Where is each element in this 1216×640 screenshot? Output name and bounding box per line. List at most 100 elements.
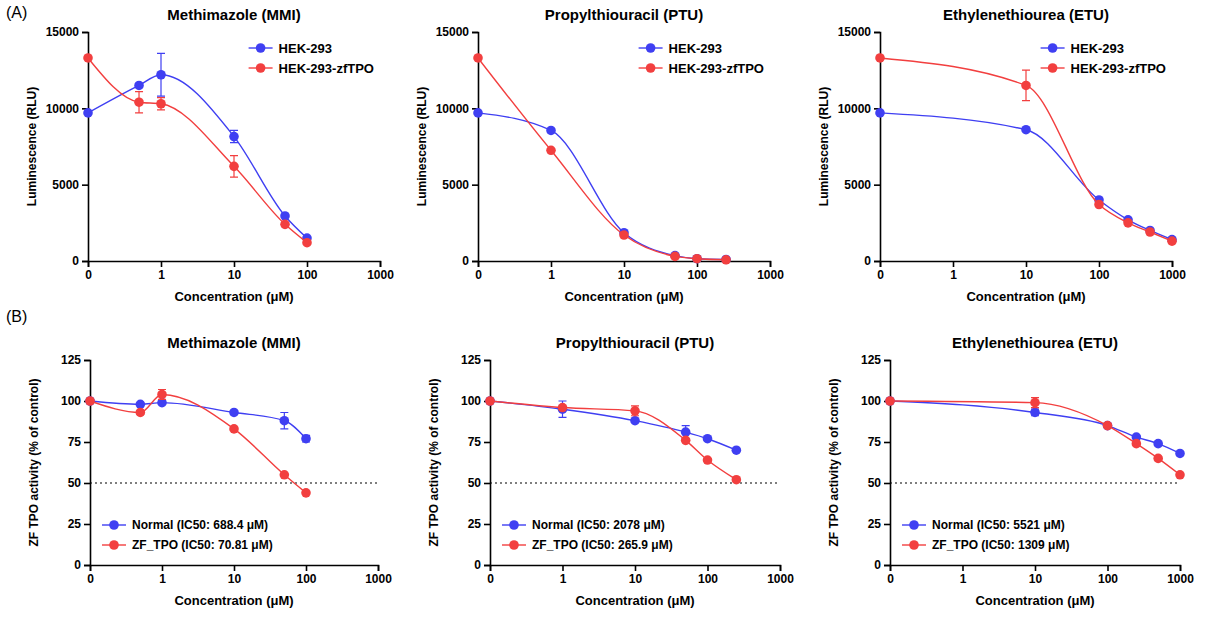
chart-title: Ethylenethiourea (ETU) bbox=[952, 334, 1118, 351]
y-tick-mark bbox=[84, 565, 90, 567]
y-tick: 0 bbox=[474, 558, 490, 572]
x-tick-mark bbox=[161, 261, 163, 267]
y-tick-mark bbox=[484, 483, 490, 485]
x-tick-label: 1000 bbox=[1167, 572, 1194, 586]
x-tick: 10 bbox=[228, 565, 242, 586]
x-tick-mark bbox=[707, 565, 709, 571]
legend-item: HEK-293-zfTPO bbox=[249, 61, 374, 76]
data-point bbox=[1175, 470, 1185, 480]
x-axis: 01101001000 bbox=[475, 261, 784, 282]
y-tick-mark bbox=[884, 483, 890, 485]
error-bar bbox=[230, 156, 238, 177]
y-tick: 5000 bbox=[844, 178, 880, 192]
legend-item: HEK-293-zfTPO bbox=[1041, 61, 1166, 76]
y-axis-title: Luminescence (RLU) bbox=[817, 87, 831, 206]
x-tick: 1 bbox=[950, 261, 957, 282]
x-tick-mark bbox=[551, 261, 553, 267]
y-tick-label: 5000 bbox=[52, 178, 79, 192]
data-point bbox=[875, 53, 885, 63]
y-tick-mark bbox=[884, 442, 890, 444]
y-axis-title: Luminescence (RLU) bbox=[25, 87, 39, 206]
x-tick: 1000 bbox=[365, 565, 392, 586]
x-axis: 01101001000 bbox=[85, 261, 394, 282]
data-point bbox=[280, 470, 290, 480]
y-axis-title: ZF TPO activity (% of control) bbox=[827, 378, 841, 546]
y-tick: 10000 bbox=[46, 102, 88, 116]
legend-label: HEK-293-zfTPO bbox=[669, 61, 764, 76]
error-bar bbox=[559, 401, 567, 417]
x-tick: 0 bbox=[87, 565, 94, 586]
legend-label: ZF_TPO (IC50: 70.81 μM) bbox=[132, 538, 273, 552]
y-tick: 50 bbox=[68, 476, 90, 490]
data-point bbox=[885, 396, 895, 406]
y-tick: 15000 bbox=[838, 25, 880, 39]
y-tick: 25 bbox=[868, 517, 890, 531]
legend-label: ZF_TPO (IC50: 1309 μM) bbox=[932, 538, 1069, 552]
data-point bbox=[280, 211, 290, 221]
legend-label: HEK-293 bbox=[279, 41, 332, 56]
y-tick-mark bbox=[82, 32, 88, 34]
x-tick-label: 100 bbox=[1098, 572, 1118, 586]
y-tick: 125 bbox=[61, 353, 90, 367]
series-line bbox=[88, 58, 307, 243]
x-tick-mark bbox=[162, 565, 164, 571]
data-point bbox=[1153, 439, 1163, 449]
data-point bbox=[546, 146, 556, 156]
x-tick-label: 1000 bbox=[757, 268, 784, 282]
x-tick-label: 0 bbox=[85, 268, 92, 282]
data-point bbox=[229, 162, 239, 172]
x-tick-label: 1 bbox=[158, 268, 165, 282]
x-tick-label: 1 bbox=[560, 572, 567, 586]
x-tick-label: 1000 bbox=[767, 572, 794, 586]
x-axis-title: Concentration (μM) bbox=[575, 593, 694, 608]
y-tick-mark bbox=[884, 524, 890, 526]
series-line bbox=[478, 113, 726, 260]
figure: 01101001000050001000015000(A)Methimazole… bbox=[0, 0, 1216, 640]
data-point bbox=[1175, 449, 1185, 459]
legend: HEK-293HEK-293-zfTPO bbox=[639, 41, 764, 76]
data-point bbox=[1030, 398, 1040, 408]
legend-marker bbox=[909, 520, 919, 530]
y-tick: 0 bbox=[864, 254, 880, 268]
chart-title: Propylthiouracil (PTU) bbox=[556, 334, 714, 351]
x-tick-label: 1 bbox=[548, 268, 555, 282]
legend-label: HEK-293-zfTPO bbox=[279, 61, 374, 76]
x-tick: 100 bbox=[1098, 565, 1118, 586]
data-point bbox=[473, 108, 483, 118]
panel-label: (A) bbox=[6, 4, 27, 21]
data-point bbox=[156, 99, 166, 109]
legend-label: Normal (IC50: 2078 μM) bbox=[532, 518, 665, 532]
legend: Normal (IC50: 2078 μM)ZF_TPO (IC50: 265.… bbox=[502, 518, 673, 552]
chart-title: Methimazole (MMI) bbox=[167, 6, 300, 23]
error-bar bbox=[135, 92, 143, 113]
x-axis-title: Concentration (μM) bbox=[975, 593, 1094, 608]
x-axis-line bbox=[89, 262, 381, 268]
x-tick-label: 10 bbox=[629, 572, 643, 586]
x-tick-mark bbox=[378, 565, 380, 571]
legend-marker bbox=[509, 540, 519, 550]
series-line bbox=[478, 58, 726, 260]
data-point bbox=[1145, 227, 1155, 237]
legend-item: HEK-293-zfTPO bbox=[639, 61, 764, 76]
x-axis-title: Concentration (μM) bbox=[966, 289, 1085, 304]
chart-panel: 01101001000050001000015000Propylthiourac… bbox=[415, 6, 784, 304]
legend-item: HEK-293 bbox=[249, 41, 332, 56]
legend: HEK-293HEK-293-zfTPO bbox=[1041, 41, 1166, 76]
y-tick: 125 bbox=[861, 353, 890, 367]
error-bar bbox=[157, 53, 165, 96]
error-bar bbox=[631, 406, 639, 416]
chart-panel: 01101001000050001000015000(A)Methimazole… bbox=[6, 4, 394, 304]
series-line bbox=[490, 401, 736, 480]
x-tick: 100 bbox=[1089, 261, 1109, 282]
threshold-line bbox=[90, 482, 378, 483]
y-tick-mark bbox=[82, 184, 88, 186]
x-tick-mark bbox=[307, 261, 309, 267]
x-tick: 0 bbox=[487, 565, 494, 586]
x-tick-mark bbox=[234, 261, 236, 267]
x-tick-label: 10 bbox=[228, 572, 242, 586]
series-line bbox=[880, 113, 1172, 240]
y-tick: 15000 bbox=[46, 25, 88, 39]
x-tick-mark bbox=[1099, 261, 1101, 267]
y-tick-label: 15000 bbox=[838, 25, 872, 39]
y-tick-mark bbox=[82, 261, 88, 263]
